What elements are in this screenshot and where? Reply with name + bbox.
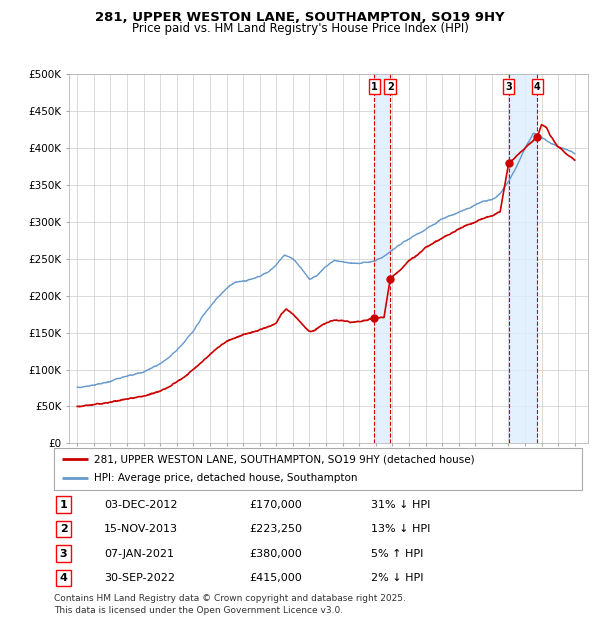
FancyBboxPatch shape (54, 448, 582, 490)
Text: 2: 2 (59, 524, 67, 534)
Text: 281, UPPER WESTON LANE, SOUTHAMPTON, SO19 9HY: 281, UPPER WESTON LANE, SOUTHAMPTON, SO1… (95, 11, 505, 24)
Text: 3: 3 (59, 549, 67, 559)
Text: 1: 1 (371, 82, 378, 92)
Text: 03-DEC-2012: 03-DEC-2012 (104, 500, 178, 510)
Text: 2% ↓ HPI: 2% ↓ HPI (371, 573, 424, 583)
Text: Price paid vs. HM Land Registry's House Price Index (HPI): Price paid vs. HM Land Registry's House … (131, 22, 469, 35)
Text: 4: 4 (59, 573, 67, 583)
Text: 1: 1 (59, 500, 67, 510)
Text: 15-NOV-2013: 15-NOV-2013 (104, 524, 178, 534)
Text: 2: 2 (387, 82, 394, 92)
Text: HPI: Average price, detached house, Southampton: HPI: Average price, detached house, Sout… (94, 474, 357, 484)
Bar (374, 74, 390, 443)
Text: 31% ↓ HPI: 31% ↓ HPI (371, 500, 430, 510)
Text: 281, UPPER WESTON LANE, SOUTHAMPTON, SO19 9HY (detached house): 281, UPPER WESTON LANE, SOUTHAMPTON, SO1… (94, 454, 474, 464)
Text: 5% ↑ HPI: 5% ↑ HPI (371, 549, 423, 559)
Text: £170,000: £170,000 (250, 500, 302, 510)
Text: £380,000: £380,000 (250, 549, 302, 559)
Text: 3: 3 (505, 82, 512, 92)
Text: £415,000: £415,000 (250, 573, 302, 583)
Text: 4: 4 (534, 82, 541, 92)
Text: 07-JAN-2021: 07-JAN-2021 (104, 549, 174, 559)
Text: £223,250: £223,250 (250, 524, 302, 534)
Bar (509, 74, 538, 443)
Text: 30-SEP-2022: 30-SEP-2022 (104, 573, 175, 583)
Text: Contains HM Land Registry data © Crown copyright and database right 2025.
This d: Contains HM Land Registry data © Crown c… (54, 594, 406, 615)
Text: 13% ↓ HPI: 13% ↓ HPI (371, 524, 430, 534)
